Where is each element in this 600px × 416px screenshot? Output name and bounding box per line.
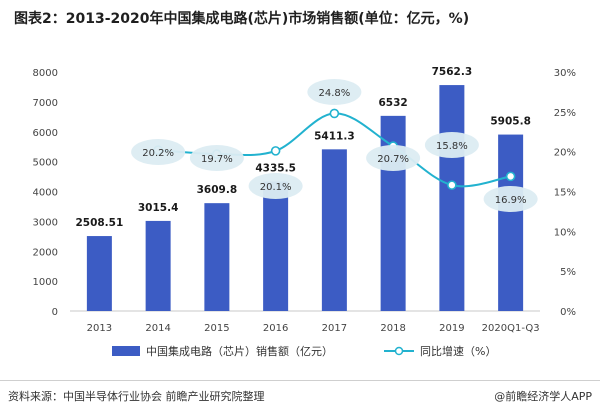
growth-point-2016 bbox=[270, 146, 281, 156]
x-axis-tick: 2020Q1-Q3 bbox=[482, 323, 540, 334]
left-axis-tick: 5000 bbox=[33, 158, 58, 169]
rate-label: 15.8% bbox=[436, 141, 468, 152]
x-axis-tick: 2017 bbox=[322, 323, 347, 334]
bar-value-label: 3609.8 bbox=[197, 184, 238, 196]
bar-value-label: 5905.8 bbox=[490, 116, 531, 128]
rate-label: 20.1% bbox=[260, 182, 292, 193]
rate-bubble bbox=[307, 79, 362, 105]
left-axis-tick: 0 bbox=[52, 307, 58, 318]
growth-point-2017 bbox=[329, 108, 340, 119]
chart-area: 20.2% 19.7% 20.1% 24.8% 20.7% 15.8% 16.9% 2508… bbox=[33, 66, 576, 358]
left-axis-tick: 4000 bbox=[33, 188, 58, 199]
right-axis-tick: 5% bbox=[560, 267, 576, 278]
bar-value-label: 7562.3 bbox=[432, 66, 473, 78]
bar-value-label: 2508.51 bbox=[75, 217, 123, 229]
rate-bubble bbox=[366, 145, 421, 171]
rate-label: 20.2% bbox=[142, 148, 174, 159]
legend-line-marker bbox=[394, 346, 404, 356]
bar-2019 bbox=[439, 85, 465, 311]
left-axis-tick: 2000 bbox=[33, 247, 58, 258]
right-axis-tick: 0% bbox=[560, 307, 576, 318]
bar-2015 bbox=[204, 203, 230, 311]
x-axis-tick: 2018 bbox=[380, 323, 405, 334]
right-axis-tick: 20% bbox=[554, 148, 576, 159]
left-axis-tick: 7000 bbox=[33, 98, 58, 109]
right-axis-tick: 15% bbox=[554, 188, 576, 199]
bar-2016 bbox=[263, 181, 289, 311]
rate-bubble bbox=[189, 145, 244, 171]
chart-title: 图表2：2013-2020年中国集成电路(芯片)市场销售额(单位：亿元，%) bbox=[14, 11, 470, 27]
right-axis-tick: 10% bbox=[554, 227, 576, 238]
x-axis-tick: 2019 bbox=[439, 323, 464, 334]
source-note: 资料来源：中国半导体行业协会 前瞻产业研究院整理 bbox=[8, 390, 265, 403]
rate-bubble bbox=[248, 173, 303, 199]
bar-value-label: 3015.4 bbox=[138, 202, 179, 214]
left-axis-tick: 1000 bbox=[33, 277, 58, 288]
bar-2013 bbox=[86, 236, 112, 311]
bar-2017 bbox=[321, 149, 347, 311]
x-axis-tick: 2014 bbox=[145, 323, 170, 334]
bar-2020Q1-Q3 bbox=[498, 134, 524, 311]
bar-value-label: 6532 bbox=[379, 97, 408, 109]
bar-2014 bbox=[145, 220, 171, 311]
bar-value-label: 4335.5 bbox=[255, 162, 296, 174]
rate-label: 24.8% bbox=[318, 88, 350, 99]
growth-point-2020Q1-Q3 bbox=[505, 171, 516, 182]
right-axis-tick: 25% bbox=[554, 108, 576, 119]
legend-bar-label: 中国集成电路（芯片）销售额（亿元） bbox=[146, 344, 333, 358]
footer-divider bbox=[0, 380, 600, 381]
growth-point-2019 bbox=[447, 180, 457, 190]
legend-bar-swatch bbox=[112, 346, 140, 356]
rate-bubble bbox=[131, 139, 186, 165]
left-axis-tick: 6000 bbox=[33, 128, 58, 139]
rate-label: 20.7% bbox=[377, 154, 409, 165]
rate-bubble bbox=[483, 186, 538, 212]
x-axis-tick: 2015 bbox=[204, 323, 229, 334]
x-axis-tick: 2016 bbox=[263, 323, 288, 334]
legend-line-label: 同比增速（%） bbox=[420, 344, 496, 358]
left-axis-tick: 8000 bbox=[33, 68, 58, 79]
rate-label: 19.7% bbox=[201, 154, 233, 165]
right-axis-tick: 30% bbox=[554, 68, 576, 79]
brand-credit: @前瞻经济学人APP bbox=[494, 390, 592, 403]
x-axis-tick: 2013 bbox=[87, 323, 112, 334]
bar-value-label: 5411.3 bbox=[314, 130, 355, 142]
rate-bubble bbox=[424, 132, 479, 158]
left-axis-tick: 3000 bbox=[33, 217, 58, 228]
rate-label: 16.9% bbox=[495, 195, 527, 206]
